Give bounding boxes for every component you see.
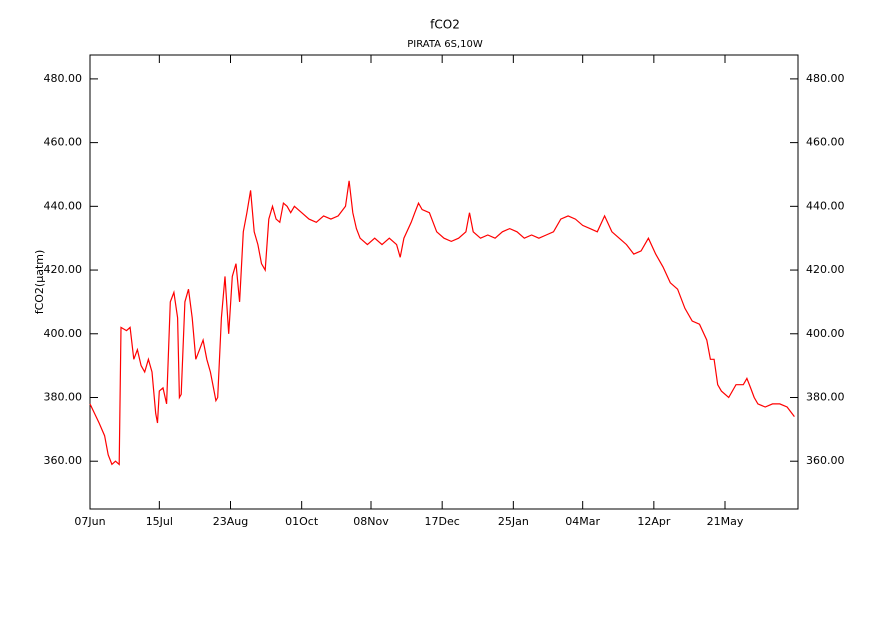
- x-tick-label: 08Nov: [353, 515, 389, 528]
- y2-tick-label: 420.00: [806, 263, 845, 276]
- x-tick-label: 01Oct: [285, 515, 319, 528]
- x-tick-label: 12Apr: [637, 515, 671, 528]
- y-tick-label: 440.00: [44, 199, 83, 212]
- y2-tick-label: 380.00: [806, 390, 845, 403]
- y2-tick-label: 460.00: [806, 136, 845, 149]
- y-tick-label: 360.00: [44, 454, 83, 467]
- x-tick-label: 23Aug: [213, 515, 248, 528]
- x-tick-label: 15Jul: [146, 515, 173, 528]
- chart-subtitle: PIRATA 6S,10W: [407, 39, 483, 50]
- x-tick-label: 25Jan: [498, 515, 529, 528]
- y2-tick-label: 440.00: [806, 199, 845, 212]
- x-tick-label: 21May: [707, 515, 744, 528]
- y2-tick-label: 480.00: [806, 72, 845, 85]
- x-tick-label: 17Dec: [425, 515, 460, 528]
- x-tick-label: 07Jun: [74, 515, 105, 528]
- y-tick-label: 460.00: [44, 136, 83, 149]
- y2-tick-label: 400.00: [806, 327, 845, 340]
- x-tick-label: 04Mar: [565, 515, 600, 528]
- y-tick-label: 420.00: [44, 263, 83, 276]
- y-tick-label: 400.00: [44, 327, 83, 340]
- y-tick-label: 480.00: [44, 72, 83, 85]
- data-line: [89, 180, 795, 466]
- plot-frame: [89, 54, 799, 510]
- y2-tick-label: 360.00: [806, 454, 845, 467]
- chart-title: fCO2: [430, 18, 460, 32]
- y-axis-label: fCO2(μatm): [33, 250, 46, 315]
- y-tick-label: 380.00: [44, 390, 83, 403]
